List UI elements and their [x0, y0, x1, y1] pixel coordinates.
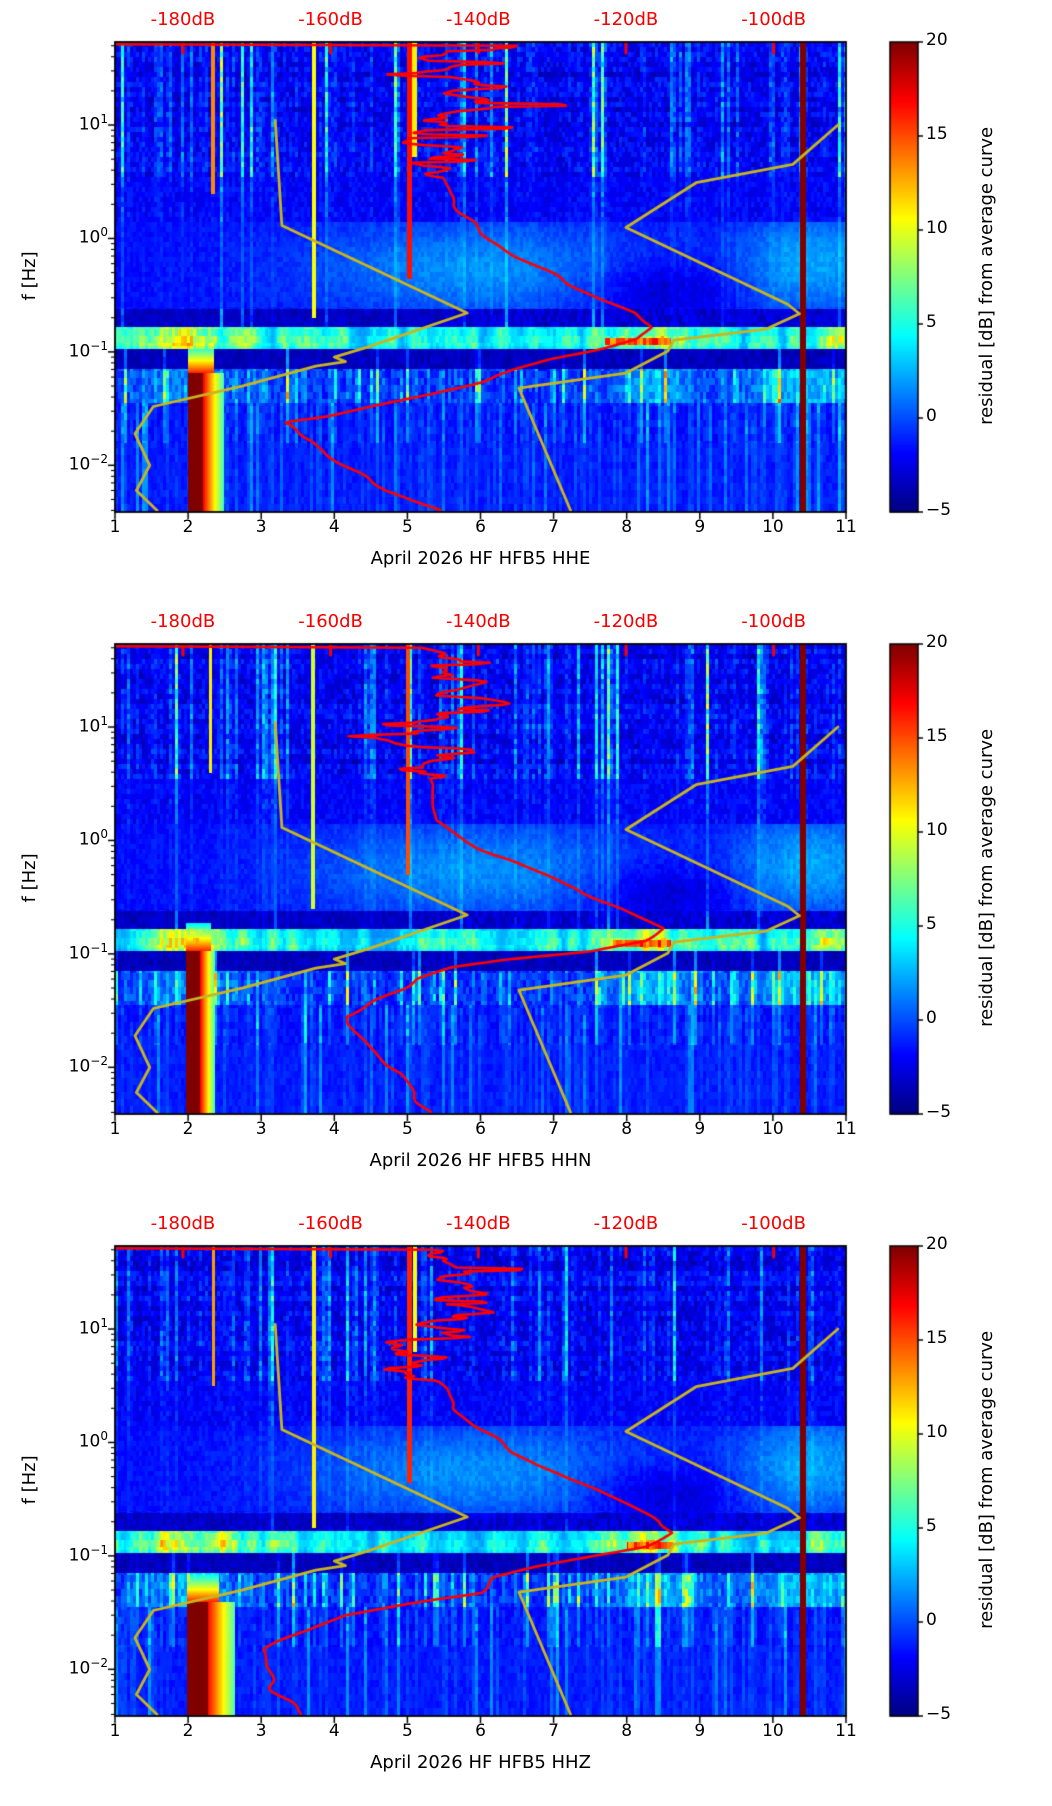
- y-tick-label: 100: [78, 225, 108, 249]
- colorbar-tick-label: −5: [926, 500, 952, 520]
- top-db-tick-label: -160dB: [298, 611, 363, 632]
- colorbar-tick-label: 20: [926, 632, 948, 652]
- x-axis-label-hhz: April 2026 HF HFB5 HHZ: [370, 1752, 591, 1773]
- y-tick-label: 101: [78, 1316, 108, 1339]
- x-tick-label: 5: [401, 1119, 413, 1139]
- y-tick-label: 10−2: [68, 452, 108, 475]
- x-tick-label: 1: [109, 1721, 121, 1741]
- x-tick-label: 3: [255, 1119, 267, 1139]
- top-db-tick-label: -120dB: [593, 9, 659, 30]
- x-tick-label: 5: [401, 1721, 413, 1741]
- x-tick-label: 3: [255, 517, 267, 537]
- x-tick-label: 7: [548, 517, 559, 537]
- x-tick-label: 5: [401, 517, 413, 537]
- x-tick-label: 2: [182, 517, 194, 537]
- colorbar-tick-label: −5: [926, 1704, 952, 1724]
- y-tick-label: 100: [78, 827, 108, 851]
- colorbar-tick-label: 0: [926, 1610, 937, 1630]
- x-tick-label: 10: [762, 517, 784, 537]
- x-tick-label: 9: [694, 1721, 706, 1741]
- x-tick-label: 8: [621, 1721, 633, 1741]
- x-tick-label: 11: [835, 1721, 857, 1741]
- colorbar-label: residual [dB] from average curve: [976, 1330, 998, 1629]
- y-tick-label: 100: [78, 1429, 108, 1453]
- colorbar-tick-label: 20: [926, 30, 948, 50]
- x-tick-label: 3: [255, 1721, 267, 1741]
- colorbar-tick-label: 5: [926, 914, 937, 934]
- x-tick-label: 11: [835, 1119, 857, 1139]
- x-tick-label: 8: [621, 1119, 633, 1139]
- top-db-tick-label: -180dB: [150, 1213, 216, 1234]
- top-db-tick-label: -140dB: [445, 1213, 511, 1234]
- colorbar-tick-label: 20: [926, 1234, 948, 1254]
- x-tick-label: 9: [694, 517, 706, 537]
- x-tick-label: 1: [109, 517, 121, 537]
- colorbar-tick-label: −5: [926, 1102, 952, 1122]
- x-tick-label: 8: [621, 517, 633, 537]
- top-db-tick-label: -160dB: [298, 1213, 363, 1234]
- top-db-tick-label: -180dB: [150, 9, 216, 30]
- x-axis-label-hhe: April 2026 HF HFB5 HHE: [370, 548, 591, 569]
- top-db-tick-label: -100dB: [741, 9, 806, 30]
- top-db-tick-label: -160dB: [298, 9, 363, 30]
- y-tick-label: 101: [78, 112, 108, 135]
- y-tick-label: 101: [78, 714, 108, 737]
- x-tick-label: 4: [328, 517, 340, 537]
- top-db-tick-label: -140dB: [445, 611, 511, 632]
- x-tick-label: 2: [182, 1721, 194, 1741]
- x-tick-label: 4: [328, 1721, 340, 1741]
- colorbar-tick-label: 15: [926, 726, 948, 746]
- top-db-tick-label: -180dB: [150, 611, 216, 632]
- x-tick-label: 6: [475, 1119, 486, 1139]
- x-tick-label: 7: [548, 1119, 559, 1139]
- x-tick-label: 6: [475, 517, 486, 537]
- top-db-tick-label: -120dB: [593, 1213, 659, 1234]
- top-db-tick-label: -100dB: [741, 611, 806, 632]
- y-tick-label: 10−1: [68, 940, 108, 964]
- x-tick-label: 7: [548, 1721, 559, 1741]
- top-db-tick-label: -140dB: [445, 9, 511, 30]
- x-tick-label: 10: [762, 1119, 784, 1139]
- y-tick-label: 10−2: [68, 1054, 108, 1077]
- colorbar-label: residual [dB] from average curve: [976, 728, 998, 1027]
- x-tick-label: 10: [762, 1721, 784, 1741]
- top-db-tick-label: -120dB: [593, 611, 659, 632]
- top-db-tick-label: -100dB: [741, 1213, 806, 1234]
- x-tick-label: 1: [109, 1119, 121, 1139]
- x-axis-label-hhn: April 2026 HF HFB5 HHN: [369, 1150, 592, 1171]
- x-tick-label: 9: [694, 1119, 706, 1139]
- x-tick-label: 6: [475, 1721, 486, 1741]
- x-tick-label: 2: [182, 1119, 194, 1139]
- colorbar-tick-label: 0: [926, 406, 937, 426]
- y-tick-label: 10−1: [68, 338, 108, 362]
- x-tick-label: 11: [835, 517, 857, 537]
- x-tick-label: 4: [328, 1119, 340, 1139]
- colorbar-tick-label: 15: [926, 124, 948, 144]
- y-tick-label: 10−1: [68, 1542, 108, 1566]
- colorbar-tick-label: 5: [926, 1516, 937, 1536]
- y-tick-label: 10−2: [68, 1656, 108, 1679]
- colorbar-tick-label: 10: [926, 820, 948, 840]
- colorbar-tick-label: 10: [926, 218, 948, 238]
- colorbar-tick-label: 15: [926, 1328, 948, 1348]
- colorbar-tick-label: 5: [926, 312, 937, 332]
- colorbar-tick-label: 10: [926, 1422, 948, 1442]
- colorbar-label: residual [dB] from average curve: [976, 126, 998, 425]
- colorbar-tick-label: 0: [926, 1008, 937, 1028]
